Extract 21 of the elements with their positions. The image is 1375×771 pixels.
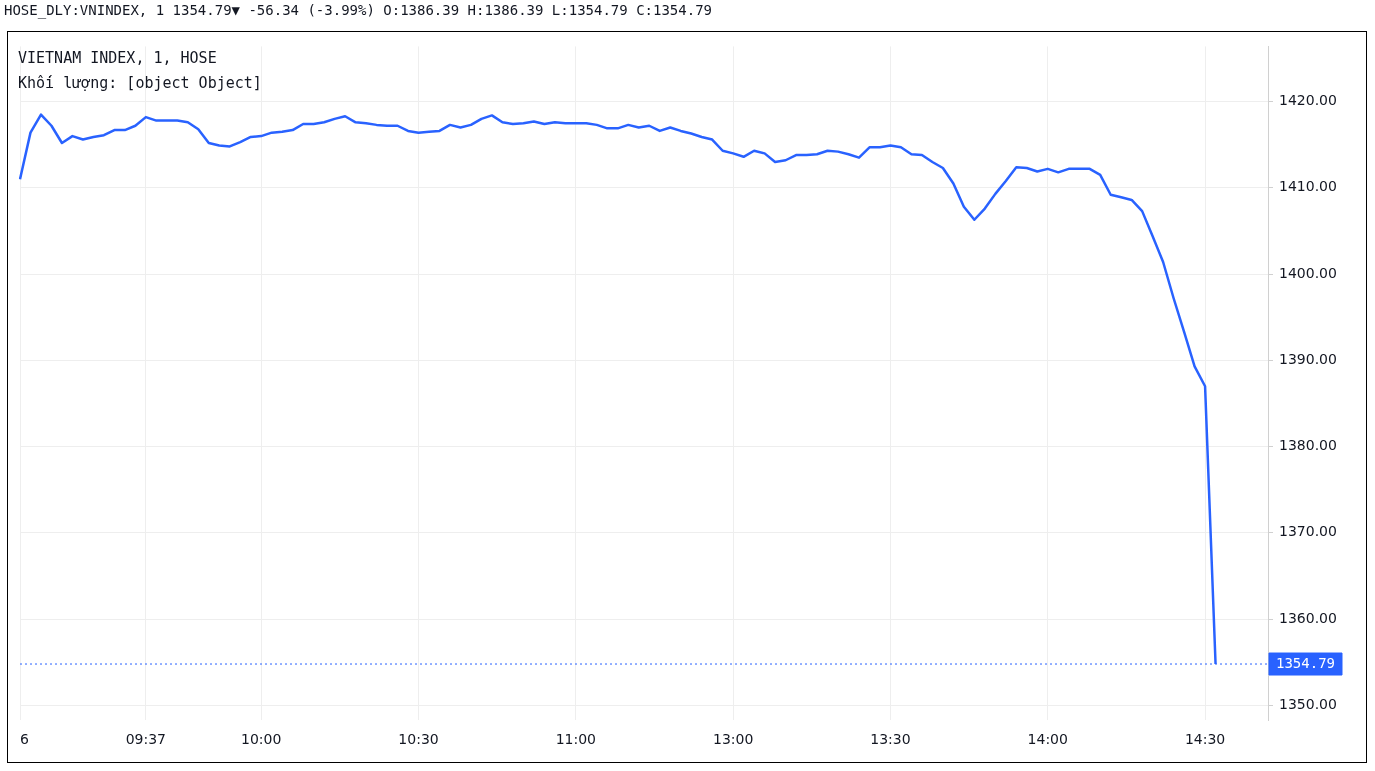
x-tick-label: 13:00	[712, 731, 754, 748]
y-tick-label: 1360.00	[1279, 609, 1337, 626]
y-tick-label: 1370.00	[1279, 523, 1337, 540]
x-tick-label: 10:00	[241, 731, 282, 748]
x-tick-label: 13:30	[870, 731, 911, 748]
y-tick-label: 1350.00	[1279, 695, 1337, 712]
y-tick-label: 1420.00	[1279, 92, 1337, 109]
annotation: Khối lượng: [object Object]	[18, 74, 262, 92]
x-tick-label: 6	[20, 731, 29, 748]
x-tick-label: 14:30	[1184, 731, 1226, 748]
x-tick-label: 11:00	[555, 731, 597, 748]
x-tick-label: 14:00	[1027, 731, 1068, 748]
y-tick-label: 1390.00	[1279, 350, 1337, 367]
x-tick-label: 09:37	[125, 731, 167, 748]
y-tick-label: 1400.00	[1279, 264, 1337, 281]
chart-subtitle: VIETNAM INDEX, 1, HOSE	[18, 49, 217, 67]
ref-line-label: 1354.79	[1276, 654, 1336, 671]
chart-title: HOSE_DLY:VNINDEX, 1 1354.79▼ -56.34 (-3.99%) O:1386.39 H:1386.39 L:1354.79 C:1354.79	[4, 2, 713, 18]
y-tick-label: 1380.00	[1279, 437, 1337, 454]
x-tick-label: 10:30	[398, 731, 439, 748]
y-tick-label: 1410.00	[1279, 178, 1337, 195]
